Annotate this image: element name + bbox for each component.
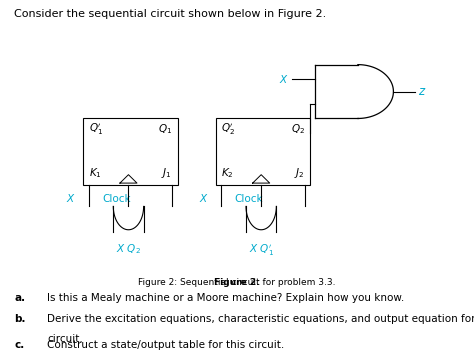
Text: $Q_1'$: $Q_1'$ bbox=[89, 122, 103, 137]
Text: $Q_2$: $Q_2$ bbox=[291, 122, 305, 136]
Bar bbox=[216, 118, 310, 185]
Text: Clock: Clock bbox=[102, 194, 130, 204]
Text: $J_1$: $J_1$ bbox=[161, 165, 172, 180]
Text: a.: a. bbox=[14, 293, 25, 303]
Text: $K_1$: $K_1$ bbox=[89, 166, 101, 180]
Text: Consider the sequential circuit shown below in Figure 2.: Consider the sequential circuit shown be… bbox=[14, 9, 327, 19]
Bar bbox=[83, 118, 178, 185]
Text: b.: b. bbox=[14, 314, 26, 324]
Text: $Q_1$: $Q_1$ bbox=[158, 122, 172, 136]
Text: $J_2$: $J_2$ bbox=[294, 165, 305, 180]
Text: Figure 2: Sequential circuit for problem 3.3.: Figure 2: Sequential circuit for problem… bbox=[138, 278, 336, 287]
Text: $Q_2'$: $Q_2'$ bbox=[221, 122, 236, 137]
Text: X: X bbox=[66, 194, 73, 204]
Text: circuit.: circuit. bbox=[47, 334, 83, 344]
Text: Construct a state/output table for this circuit.: Construct a state/output table for this … bbox=[47, 340, 285, 350]
Text: $X$: $X$ bbox=[279, 74, 289, 85]
Text: Is this a Mealy machine or a Moore machine? Explain how you know.: Is this a Mealy machine or a Moore machi… bbox=[47, 293, 405, 303]
Text: $z$: $z$ bbox=[418, 85, 427, 98]
Text: $K_2$: $K_2$ bbox=[221, 166, 234, 180]
Text: Clock: Clock bbox=[235, 194, 263, 204]
Text: Derive the excitation equations, characteristic equations, and output equation f: Derive the excitation equations, charact… bbox=[47, 314, 474, 324]
Text: $X\ Q_2$: $X\ Q_2$ bbox=[116, 242, 141, 256]
Text: Figure 2:: Figure 2: bbox=[214, 278, 260, 287]
Text: X: X bbox=[199, 194, 206, 204]
Text: c.: c. bbox=[14, 340, 25, 350]
Text: $X\ Q_1'$: $X\ Q_1'$ bbox=[249, 242, 273, 258]
